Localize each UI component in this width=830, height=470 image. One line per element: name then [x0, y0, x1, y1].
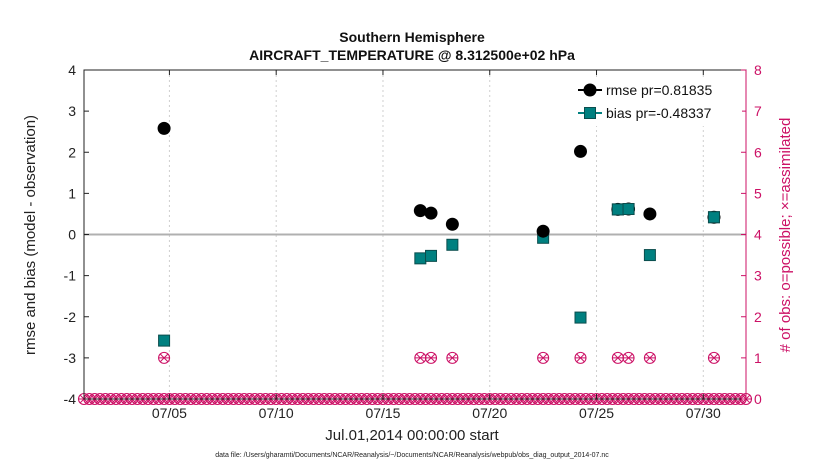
y-tick-label-left: -4: [64, 391, 77, 407]
y-tick-label-left: -2: [64, 309, 77, 325]
obs-count-marker: [643, 351, 656, 364]
rmse-point: [445, 217, 459, 231]
y-tick-label-right: 5: [754, 185, 762, 201]
y-axis-label-left: rmse and bias (model - observation): [22, 115, 39, 355]
ticks-layer: 07/05 07/10 07/15 07/20 07/25 07/30 -4 -3 -2 -1 0 1…: [64, 62, 762, 421]
obs-count-marker: [611, 351, 624, 364]
y-tick-label-right: 0: [754, 391, 762, 407]
bias-point: [643, 249, 656, 262]
data-file-footer: data file: /Users/gharamti/Documents/NCA…: [215, 452, 609, 459]
series-layer: [157, 121, 721, 347]
obs-count-marker: [446, 351, 459, 364]
y-tick-label-right: 3: [754, 268, 762, 284]
x-tick-label: 07/15: [365, 405, 400, 421]
legend-bias-marker: [584, 107, 596, 119]
bias-point-overlay: [622, 203, 635, 216]
y-tick-label-right: 8: [754, 62, 762, 78]
bias-point: [574, 311, 587, 324]
obs-count-marker: [414, 351, 427, 364]
x-tick-label: 07/25: [579, 405, 614, 421]
y-tick-label-left: 1: [68, 185, 76, 201]
bias-point: [425, 249, 438, 262]
y-tick-label-left: 4: [68, 62, 76, 78]
legend-rmse-marker: [583, 83, 597, 97]
obs-count-marker: [158, 351, 171, 364]
obs-count-marker: [707, 351, 721, 364]
y-axis-label-right: # of obs: o=possible; ×=assimilated: [777, 118, 794, 353]
legend: rmse pr=0.81835 bias pr=-0.48337: [574, 78, 742, 126]
legend-box: [574, 78, 742, 126]
y-tick-label-left: 0: [68, 227, 76, 243]
x-axis-label: Jul.01,2014 00:00:00 start: [325, 427, 499, 444]
x-tick-label: 07/05: [152, 405, 187, 421]
obs-count-marker: [574, 351, 587, 364]
y-tick-label-left: -1: [64, 268, 77, 284]
rmse-point: [536, 224, 550, 238]
legend-bias-label: bias pr=-0.48337: [606, 105, 712, 121]
y-tick-label-left: 2: [68, 144, 76, 160]
rmse-point: [424, 206, 438, 220]
bias-point: [414, 252, 427, 265]
bias-point-overlay: [611, 203, 624, 216]
y-tick-label-right: 2: [754, 309, 762, 325]
bias-point: [158, 334, 171, 347]
rmse-point: [574, 144, 587, 158]
y-tick-label-right: 4: [754, 227, 762, 243]
x-tick-label: 07/10: [259, 405, 294, 421]
x-tick-label: 07/20: [472, 405, 507, 421]
y-tick-label-left: -3: [64, 350, 77, 366]
legend-rmse-label: rmse pr=0.81835: [606, 82, 712, 98]
bias-point-overlay: [707, 211, 720, 224]
obs-count-marker: [424, 351, 438, 364]
y-tick-label-right: 6: [754, 144, 762, 160]
obs-count-marker: [537, 351, 550, 364]
obs-count-marker: [622, 351, 635, 364]
rmse-point: [413, 204, 427, 218]
rmse-point: [643, 207, 657, 221]
y-tick-label-left: 3: [68, 103, 76, 119]
obs-count-series: [77, 351, 753, 406]
chart-subtitle: AIRCRAFT_TEMPERATURE @ 8.312500e+02 hPa: [249, 47, 575, 63]
y-tick-label-right: 7: [754, 103, 762, 119]
bias-point: [446, 238, 459, 251]
y-tick-label-right: 1: [754, 350, 762, 366]
x-tick-label: 07/30: [686, 405, 721, 421]
rmse-point: [157, 121, 171, 135]
chart-title: Southern Hemisphere: [339, 29, 485, 45]
